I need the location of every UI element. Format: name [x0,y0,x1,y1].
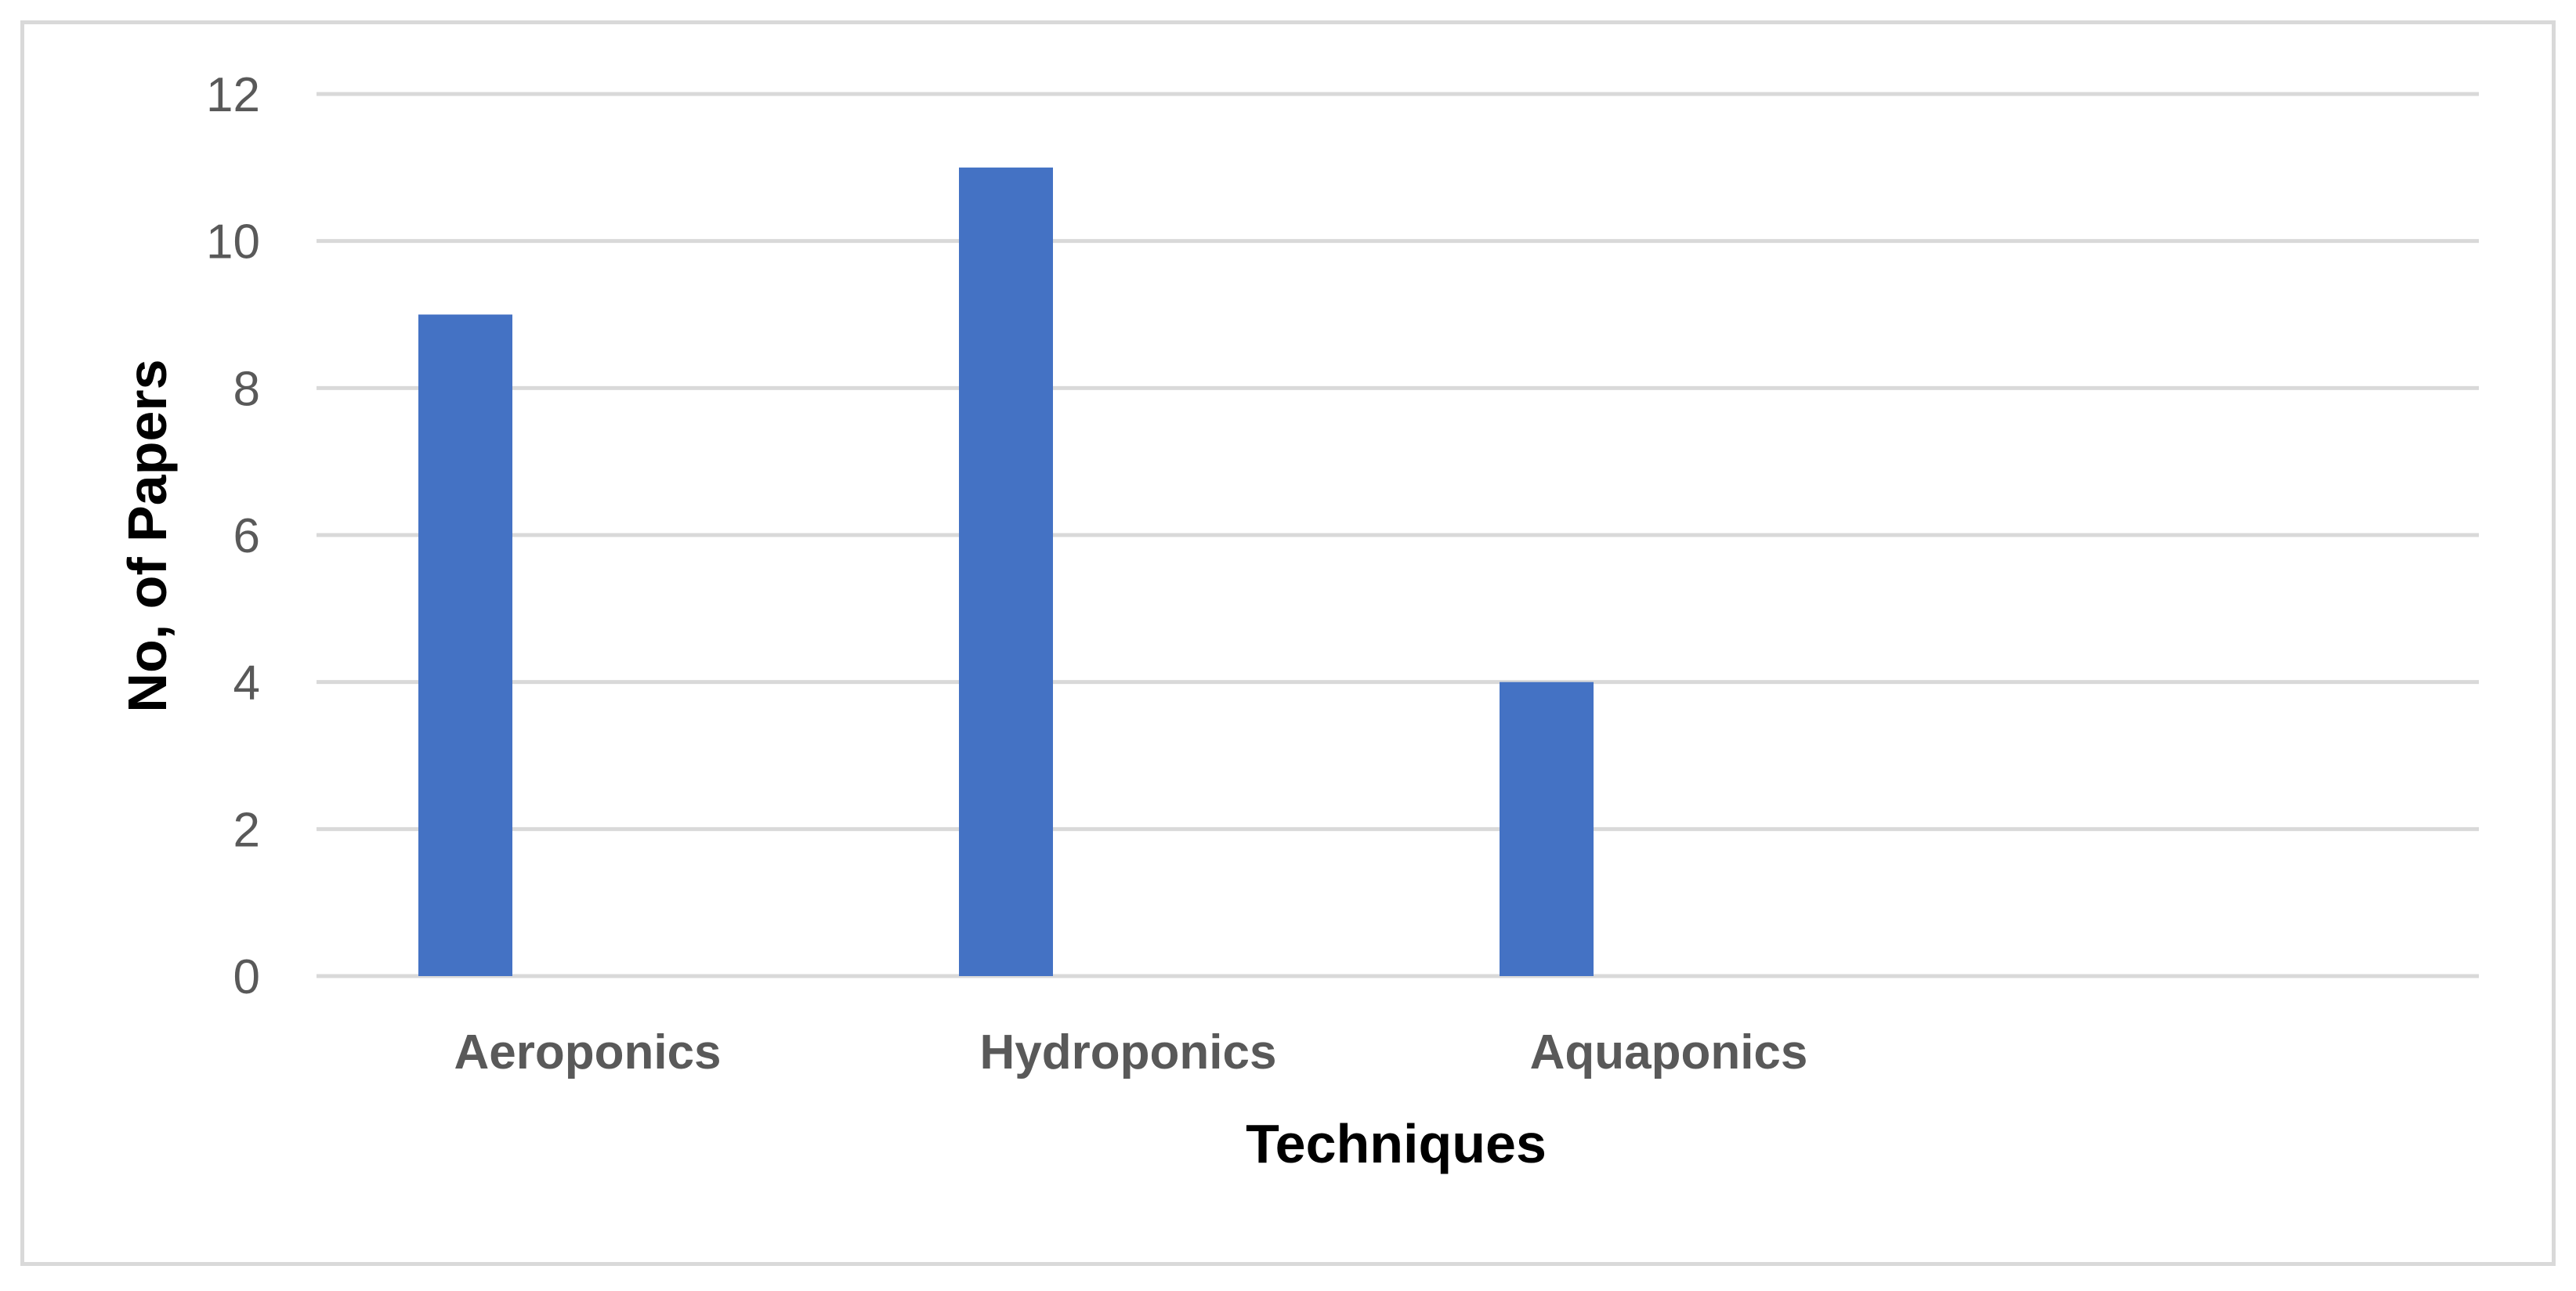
x-category-label-aquaponics: Aquaponics [1530,1025,1808,1079]
y-tick-label: 0 [233,950,260,1004]
bar-aeroponics [418,314,512,976]
bars [418,167,1594,976]
y-tick-labels: 0 2 4 6 8 10 12 [206,68,260,1004]
x-category-label-aeroponics: Aeroponics [454,1025,721,1079]
y-axis-title: No, of Papers [117,359,178,712]
y-tick-label: 8 [233,362,260,416]
y-tick-label: 6 [233,509,260,563]
x-category-label-hydroponics: Hydroponics [980,1025,1277,1079]
x-category-labels: Aeroponics Hydroponics Aquaponics [454,1025,1807,1079]
bar-hydroponics [959,167,1053,976]
y-tick-label: 12 [206,68,260,122]
bar-aquaponics [1500,682,1594,976]
x-axis-title: Techniques [1246,1113,1547,1174]
y-tick-label: 10 [206,215,260,269]
y-tick-label: 4 [233,656,260,711]
y-tick-label: 2 [233,803,260,857]
gridlines [317,92,2479,978]
